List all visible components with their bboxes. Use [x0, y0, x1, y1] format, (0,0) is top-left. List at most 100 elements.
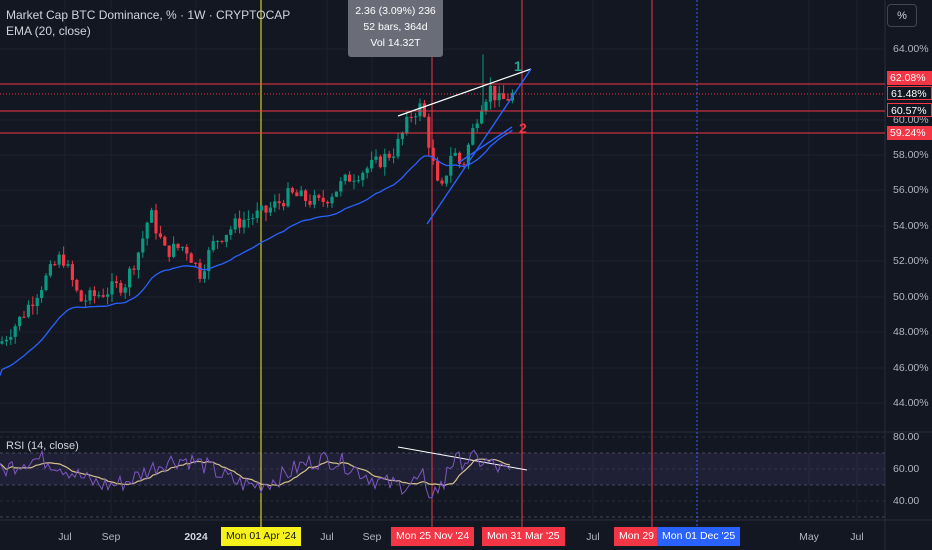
date-badge-sep-25: Mon 29 S [614, 527, 670, 546]
candle-body [0, 341, 4, 344]
price-label: 44.00% [893, 397, 929, 409]
candle-body [352, 180, 356, 182]
candle-body [396, 138, 400, 157]
rsi-legend[interactable]: RSI (14, close) [6, 440, 79, 452]
candle-body [365, 168, 369, 173]
candle-body [189, 253, 193, 263]
rsi-band [0, 453, 885, 485]
measure-volume: Vol 14.32T [370, 37, 421, 49]
candle-body [22, 316, 26, 318]
candle-body [440, 180, 444, 184]
price-label: 60.00% [893, 114, 929, 126]
price-label: 64.00% [893, 43, 929, 55]
candle-body [260, 205, 264, 211]
candle-body [308, 200, 312, 205]
date-badge-apr-24: Mon 01 Apr '24 [221, 527, 302, 546]
candle-body [48, 264, 52, 276]
horizontal-levels [0, 83, 885, 134]
wave-label-1: 1 [514, 58, 522, 74]
candle-body [57, 254, 61, 265]
candle-body [132, 268, 136, 270]
percent-scale-button[interactable]: % [887, 4, 917, 27]
date-badge-dec-25: Mon 01 Dec '25 [657, 527, 741, 546]
price-label: 50.00% [893, 291, 929, 303]
candle-body [361, 172, 365, 181]
candle-body [488, 85, 492, 102]
candle-body [418, 103, 422, 117]
candle-body [220, 240, 224, 242]
candle-body [304, 190, 308, 201]
candle-body [251, 217, 255, 219]
candle-body [383, 153, 387, 168]
measure-tooltip: 2.36 (3.09%) 236 52 bars, 364d Vol 14.32… [348, 0, 443, 57]
price-label: 52.00% [893, 255, 929, 267]
candle-body [290, 188, 294, 193]
candle-body [44, 275, 48, 291]
date-badge-nov-24: Mon 25 Nov '24 [391, 527, 475, 546]
time-label: Jul [320, 531, 334, 543]
price-tag-red: 62.08% [887, 71, 932, 85]
candle-body [392, 156, 396, 158]
candle-body [136, 252, 140, 270]
candle-body [286, 188, 290, 207]
candle-body [299, 190, 303, 197]
date-badge-mar-25: Mon 31 Mar '25 [482, 527, 565, 546]
price-label: 58.00% [893, 149, 929, 161]
candle-body [84, 300, 88, 302]
candle-body [458, 152, 462, 164]
candle-body [255, 210, 259, 218]
price-tag: 60.57% [887, 103, 932, 117]
rsi-line [0, 449, 511, 499]
candle-body [18, 316, 22, 327]
price-label: 46.00% [893, 362, 929, 374]
candle-body [414, 116, 418, 118]
candle-body [330, 196, 334, 204]
candle-body [198, 262, 202, 279]
candle-body [343, 174, 347, 182]
wave-label-2: 2 [519, 120, 527, 136]
candle-body [123, 287, 127, 293]
rsi-axis-label: 80.00 [893, 431, 920, 443]
candle-body [176, 243, 180, 248]
candle-body [462, 163, 466, 165]
vertical-markers [260, 0, 698, 527]
candle-body [378, 156, 382, 168]
trendline-lower [426, 68, 532, 225]
rsi-axis-label: 40.00 [893, 495, 920, 507]
candle-body [374, 156, 378, 160]
candle-body [207, 250, 211, 272]
candle-body [295, 192, 299, 197]
time-label-year: 2024 [184, 531, 208, 543]
candle-body [110, 281, 114, 295]
candle-body [13, 326, 17, 337]
time-label: May [799, 531, 819, 543]
candle-body [493, 85, 497, 101]
time-label: Jul [586, 531, 600, 543]
candle-body [106, 294, 110, 297]
candle-body [502, 93, 506, 99]
candle-body [339, 181, 343, 192]
time-label: Sep [101, 531, 121, 543]
ema-legend[interactable]: EMA (20, close) [6, 24, 91, 38]
candle-body [167, 245, 171, 257]
candle-body [431, 147, 435, 161]
candle-body [334, 191, 338, 197]
candle-body [101, 295, 105, 297]
candle-body [242, 219, 246, 228]
candle-body [202, 271, 206, 279]
candle-body [224, 234, 228, 242]
candle-body [53, 264, 57, 266]
candle-body [66, 264, 70, 266]
candle-body [268, 207, 272, 213]
candle-body [92, 290, 96, 297]
candle-body [9, 336, 13, 340]
candle-body [497, 93, 501, 101]
candle-body [114, 281, 118, 284]
candle-body [405, 116, 409, 133]
candle-body [172, 243, 176, 257]
candle-body [400, 132, 404, 139]
candle-body [163, 236, 167, 246]
candle-body [79, 290, 83, 302]
price-label: 48.00% [893, 326, 929, 338]
